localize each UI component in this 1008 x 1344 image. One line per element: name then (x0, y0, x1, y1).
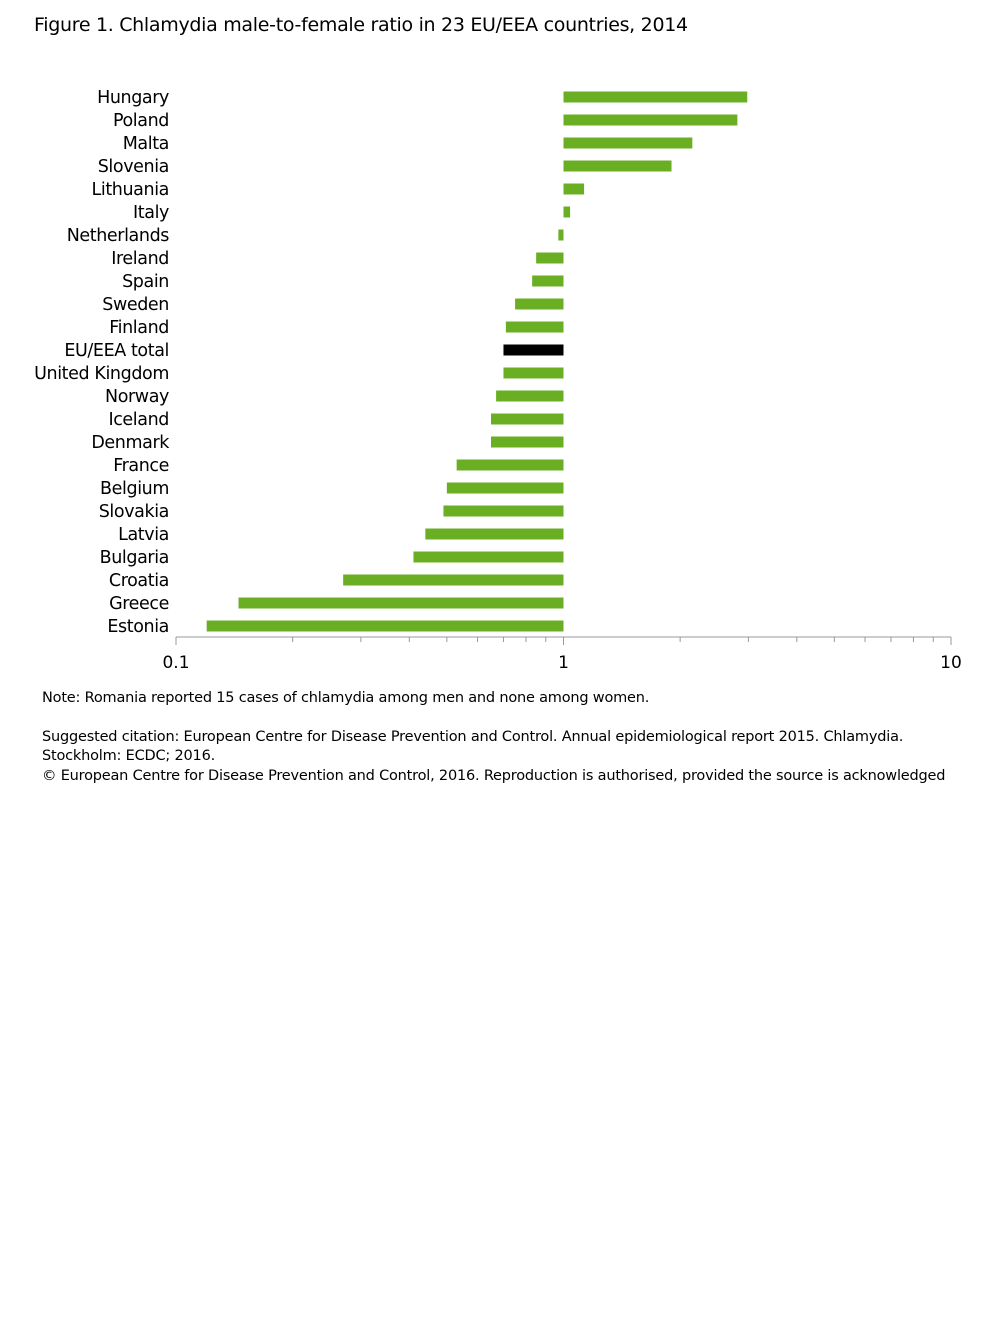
notes: Note: Romania reported 15 cases of chlam… (42, 689, 945, 786)
category-label: Norway (105, 387, 169, 407)
category-label: Greece (109, 594, 169, 614)
category-label: Netherlands (67, 226, 170, 246)
bar (496, 390, 564, 402)
bar (413, 551, 564, 563)
category-label: Denmark (91, 433, 170, 453)
bar (503, 367, 564, 379)
category-label: United Kingdom (34, 364, 169, 384)
bar (503, 344, 564, 356)
bar (515, 298, 564, 310)
bar (238, 597, 564, 609)
bar (563, 114, 738, 126)
bar (563, 206, 571, 218)
bar (206, 620, 564, 632)
category-label: Iceland (108, 410, 169, 430)
category-label: Poland (113, 111, 169, 131)
bar (491, 436, 564, 448)
figure-title: Figure 1. Chlamydia male-to-female ratio… (34, 14, 688, 36)
category-label: Hungary (97, 88, 169, 108)
category-label: Slovakia (99, 502, 169, 522)
category-label: Finland (109, 318, 169, 338)
bar (563, 160, 672, 172)
bar (443, 505, 564, 517)
category-label: Estonia (107, 617, 169, 637)
x-tick-label: 10 (940, 653, 962, 673)
category-label: Lithuania (92, 180, 169, 200)
bar (425, 528, 564, 540)
bar (536, 252, 564, 264)
bar (563, 91, 748, 103)
citation-text: Suggested citation: European Centre for … (42, 728, 904, 745)
category-label: Spain (122, 272, 169, 292)
bar (563, 137, 693, 149)
bar-chart: Hungary Poland Malta Slovenia Lithuania Italy… (34, 88, 962, 673)
bar (558, 229, 564, 241)
copyright-text: © European Centre for Disease Prevention… (42, 767, 946, 784)
bar (491, 413, 564, 425)
bar (456, 459, 564, 471)
bar (563, 183, 585, 195)
category-label: Belgium (100, 479, 169, 499)
category-label: Bulgaria (100, 548, 169, 568)
x-tick-label: 1 (558, 653, 569, 673)
bar (532, 275, 564, 287)
bar (505, 321, 564, 333)
category-label: Ireland (111, 249, 169, 269)
category-label: Malta (123, 134, 169, 154)
category-label: EU/EEA total (64, 341, 169, 361)
x-tick-label: 0.1 (162, 653, 189, 673)
note-text: Note: Romania reported 15 cases of chlam… (42, 690, 650, 706)
category-label: Slovenia (98, 157, 169, 177)
bar (446, 482, 564, 494)
category-label: Latvia (118, 525, 169, 545)
category-label: France (113, 456, 169, 476)
category-label: Croatia (109, 571, 169, 591)
category-label: Sweden (102, 295, 169, 315)
citation-text-2: Stockholm: ECDC; 2016. (42, 748, 216, 764)
bar (343, 574, 564, 586)
category-label: Italy (133, 203, 169, 223)
